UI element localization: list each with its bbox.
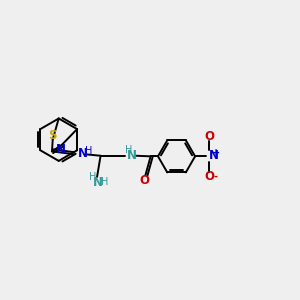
Text: -: -	[214, 172, 218, 182]
Text: N: N	[56, 143, 66, 156]
Text: N: N	[127, 149, 137, 162]
Text: N: N	[93, 176, 103, 189]
Text: H: H	[85, 146, 92, 156]
Text: H: H	[101, 177, 108, 187]
Text: H: H	[89, 172, 96, 182]
Text: N: N	[208, 149, 219, 162]
Text: N: N	[78, 148, 88, 160]
Text: +: +	[212, 148, 220, 158]
Text: O: O	[204, 170, 214, 183]
Text: O: O	[204, 130, 214, 142]
Text: H: H	[125, 145, 133, 155]
Text: O: O	[140, 174, 150, 187]
Text: S: S	[49, 129, 57, 142]
